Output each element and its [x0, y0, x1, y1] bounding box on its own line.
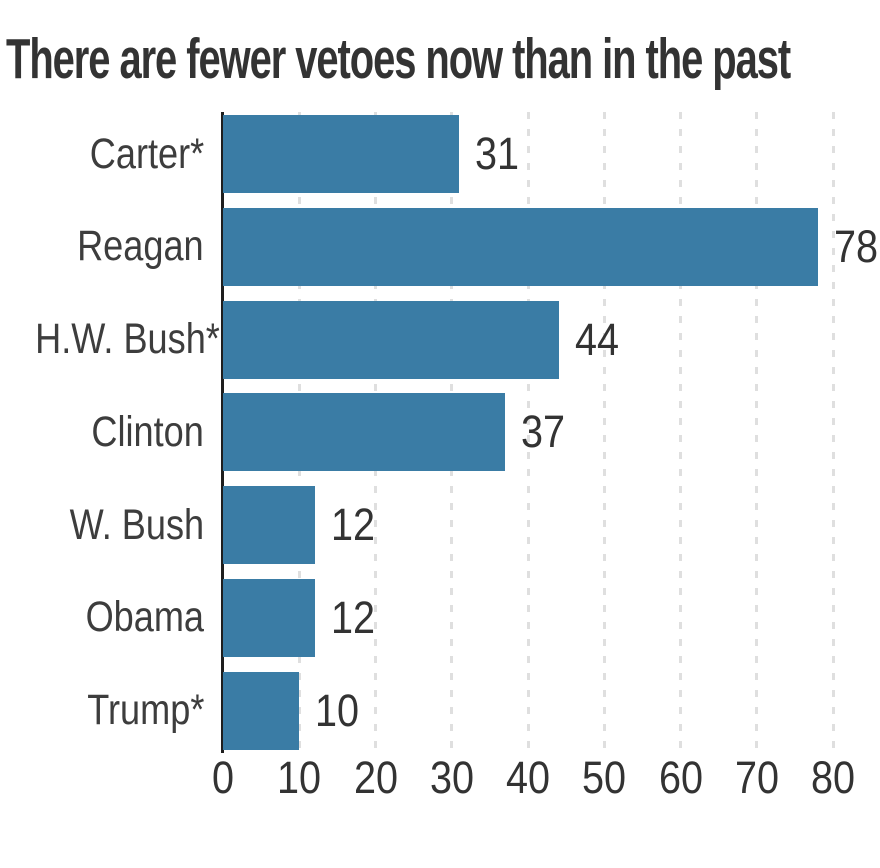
- category-label-text: Obama: [85, 593, 204, 642]
- bar-row: Trump* 10: [0, 671, 880, 750]
- y-axis-line: [221, 112, 224, 753]
- bar-row: Obama 12: [0, 578, 880, 657]
- gridline-60: [679, 112, 682, 753]
- x-tick-label: 80: [810, 752, 856, 803]
- x-axis-tick-labels: 0 10 20 30 40 50 60 70 80: [0, 752, 880, 808]
- x-tick-label: 70: [734, 752, 779, 803]
- bar-row: Reagan 78: [0, 207, 880, 286]
- value-label-text: 37: [521, 406, 566, 458]
- category-label: Obama: [0, 593, 223, 642]
- bar: [223, 115, 460, 193]
- category-label: Trump*: [0, 686, 223, 735]
- gridline-40: [526, 112, 530, 753]
- category-label: H.W. Bush*: [0, 315, 223, 364]
- category-label-text: Clinton: [91, 407, 204, 456]
- value-label-text: 44: [574, 313, 619, 365]
- value-label: 37: [521, 406, 571, 458]
- value-label: 78: [834, 221, 880, 273]
- chart-title-text: There are fewer vetoes now than in the p…: [6, 27, 791, 91]
- value-label-text: 12: [330, 499, 375, 551]
- x-tick-label: 20: [353, 752, 398, 803]
- value-label: 44: [575, 314, 625, 366]
- bar-chart: Carter* 31 Reagan 78 H.W. Bush* 44 Clinton 37 W.…: [0, 112, 880, 753]
- x-tick-label: 30: [429, 752, 474, 803]
- category-label: Carter*: [0, 130, 223, 179]
- bar-row: Clinton 37: [0, 393, 880, 472]
- category-label: Reagan: [0, 222, 223, 271]
- bar: [223, 578, 315, 657]
- bar-row: Carter* 31: [0, 115, 880, 193]
- x-tick-label: 60: [658, 752, 703, 803]
- value-label: 10: [315, 685, 365, 737]
- x-tick-label: 0: [211, 752, 235, 803]
- gridline-50: [602, 112, 606, 753]
- category-label-text: W. Bush: [69, 500, 204, 549]
- value-label-text: 10: [315, 684, 360, 736]
- value-label-text: 78: [833, 220, 878, 272]
- bar: [223, 671, 300, 750]
- category-label-text: Reagan: [77, 222, 204, 271]
- x-tick-label: 40: [505, 752, 551, 803]
- bar: [223, 207, 818, 286]
- bar-rows: Carter* 31 Reagan 78 H.W. Bush* 44 Clinton 37 W.…: [0, 115, 880, 750]
- gridline-80: [831, 112, 835, 753]
- bar-row: W. Bush 12: [0, 486, 880, 565]
- category-label: W. Bush: [0, 501, 223, 550]
- chart-title: There are fewer vetoes now than in the p…: [6, 26, 880, 92]
- x-tick-label: 10: [277, 752, 322, 803]
- bar: [223, 300, 559, 379]
- bar: [223, 393, 506, 472]
- bar: [223, 486, 315, 565]
- x-tick-label: 50: [582, 752, 627, 803]
- value-label: 31: [475, 128, 525, 180]
- value-label: 12: [331, 592, 381, 644]
- value-label: 12: [331, 499, 381, 551]
- gridline-70: [755, 112, 759, 753]
- value-label-text: 12: [330, 591, 375, 643]
- category-label-text: H.W. Bush*: [35, 315, 220, 364]
- category-label: Clinton: [0, 408, 223, 457]
- bar-row: H.W. Bush* 44: [0, 300, 880, 379]
- value-label-text: 31: [475, 128, 520, 179]
- category-label-text: Trump*: [86, 686, 204, 735]
- category-label-text: Carter*: [89, 129, 204, 178]
